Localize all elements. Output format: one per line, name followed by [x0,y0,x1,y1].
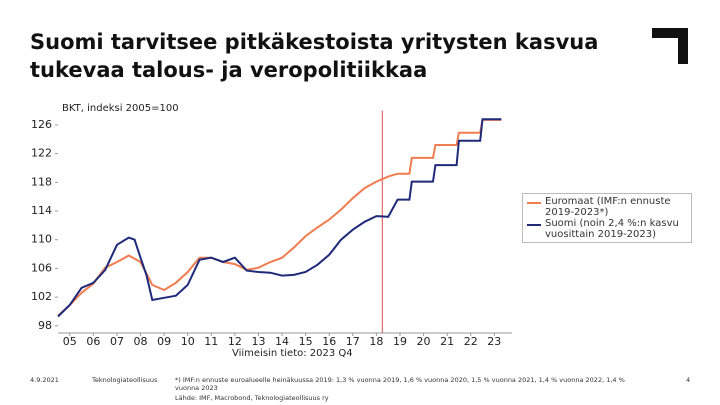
legend-swatch [527,224,541,226]
logo [652,28,688,64]
x-tick-label: 06 [86,335,100,348]
footer-org: Teknologiateollisuus [92,376,158,384]
y-tick-label: 122 [31,147,52,160]
footer-date: 4.9.2021 [30,376,59,384]
slide-title: Suomi tarvitsee pitkäkestoista yritysten… [30,30,599,82]
x-tick-label: 15 [299,335,313,348]
legend-label: Suomi (noin 2,4 %:n kasvu vuosittain 201… [545,218,679,240]
page-number: 4 [686,376,691,384]
x-tick-label: 12 [228,335,242,348]
x-tick-label: 22 [464,335,478,348]
chart-note: Viimeisin tieto: 2023 Q4 [232,348,353,359]
y-tick-label: 102 [31,290,52,303]
legend-entry: Suomi (noin 2,4 %:n kasvu vuosittain 201… [527,218,687,240]
footnote: *) IMF:n ennuste euroalueelle heinäkuuss… [175,376,625,392]
x-tick-label: 10 [181,335,195,348]
x-tick-label: 20 [417,335,431,348]
y-tick-label: 118 [31,175,52,188]
series-line [57,118,502,317]
legend-label: Euromaat (IMF:n ennuste 2019-2023*) [545,196,671,218]
y-tick-label: 110 [31,233,52,246]
series-line [57,118,502,318]
x-tick-label: 08 [134,335,148,348]
x-tick-label: 21 [440,335,454,348]
x-tick-label: 18 [369,335,383,348]
y-tick-label: 106 [31,261,52,274]
y-tick-label: 114 [31,204,52,217]
x-tick-label: 16 [322,335,336,348]
chart-subtitle: BKT, indeksi 2005=100 [62,103,179,114]
x-tick-label: 05 [63,335,77,348]
x-tick-label: 19 [393,335,407,348]
x-tick-label: 09 [157,335,171,348]
legend-swatch [527,202,541,204]
legend: Euromaat (IMF:n ennuste 2019-2023*) Suomi… [522,193,692,243]
x-tick-label: 17 [346,335,360,348]
legend-entry: Euromaat (IMF:n ennuste 2019-2023*) [527,196,687,218]
x-tick-label: 11 [204,335,218,348]
x-tick-label: 23 [487,335,501,348]
source: Lähde: IMF, Macrobond, Teknologiateollis… [175,394,329,402]
x-tick-label: 13 [251,335,265,348]
x-tick-label: 14 [275,335,289,348]
x-tick-label: 07 [110,335,124,348]
y-tick-label: 126 [31,118,52,131]
y-tick-label: 98 [38,319,52,332]
